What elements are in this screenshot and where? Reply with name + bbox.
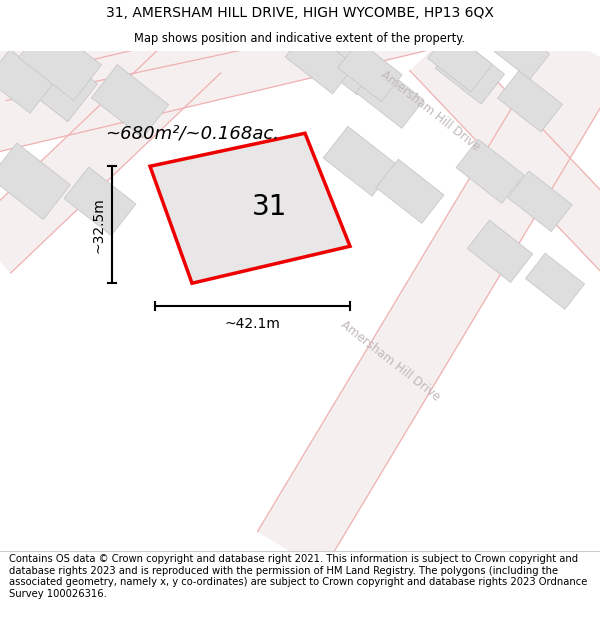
Polygon shape [13, 41, 97, 122]
Polygon shape [508, 171, 572, 232]
Polygon shape [490, 23, 550, 79]
Text: ~42.1m: ~42.1m [224, 318, 280, 331]
Polygon shape [428, 31, 493, 92]
Polygon shape [376, 159, 444, 223]
Text: ~680m²/~0.168ac.: ~680m²/~0.168ac. [105, 124, 279, 142]
Text: Map shows position and indicative extent of the property.: Map shows position and indicative extent… [134, 32, 466, 46]
Text: Amersham Hill Drive: Amersham Hill Drive [338, 319, 442, 404]
Polygon shape [323, 126, 397, 196]
Polygon shape [91, 65, 169, 138]
Polygon shape [436, 38, 505, 104]
Polygon shape [19, 22, 101, 101]
Polygon shape [0, 143, 70, 219]
Text: Contains OS data © Crown copyright and database right 2021. This information is : Contains OS data © Crown copyright and d… [9, 554, 587, 599]
Polygon shape [285, 29, 355, 94]
Text: 31: 31 [251, 193, 287, 221]
Polygon shape [150, 133, 350, 283]
Polygon shape [310, 28, 380, 95]
Polygon shape [0, 0, 566, 101]
Text: ~32.5m: ~32.5m [91, 197, 105, 252]
Polygon shape [0, 49, 53, 113]
Text: Amersham Hill Drive: Amersham Hill Drive [378, 69, 482, 154]
Polygon shape [467, 220, 533, 282]
Polygon shape [356, 64, 424, 128]
Polygon shape [257, 32, 600, 571]
Polygon shape [0, 0, 538, 154]
Text: 31, AMERSHAM HILL DRIVE, HIGH WYCOMBE, HP13 6QX: 31, AMERSHAM HILL DRIVE, HIGH WYCOMBE, H… [106, 6, 494, 21]
Polygon shape [0, 29, 221, 273]
Polygon shape [526, 253, 584, 309]
Polygon shape [338, 41, 402, 102]
Polygon shape [410, 32, 600, 271]
Polygon shape [497, 71, 562, 132]
Polygon shape [64, 167, 136, 236]
Polygon shape [456, 139, 524, 203]
